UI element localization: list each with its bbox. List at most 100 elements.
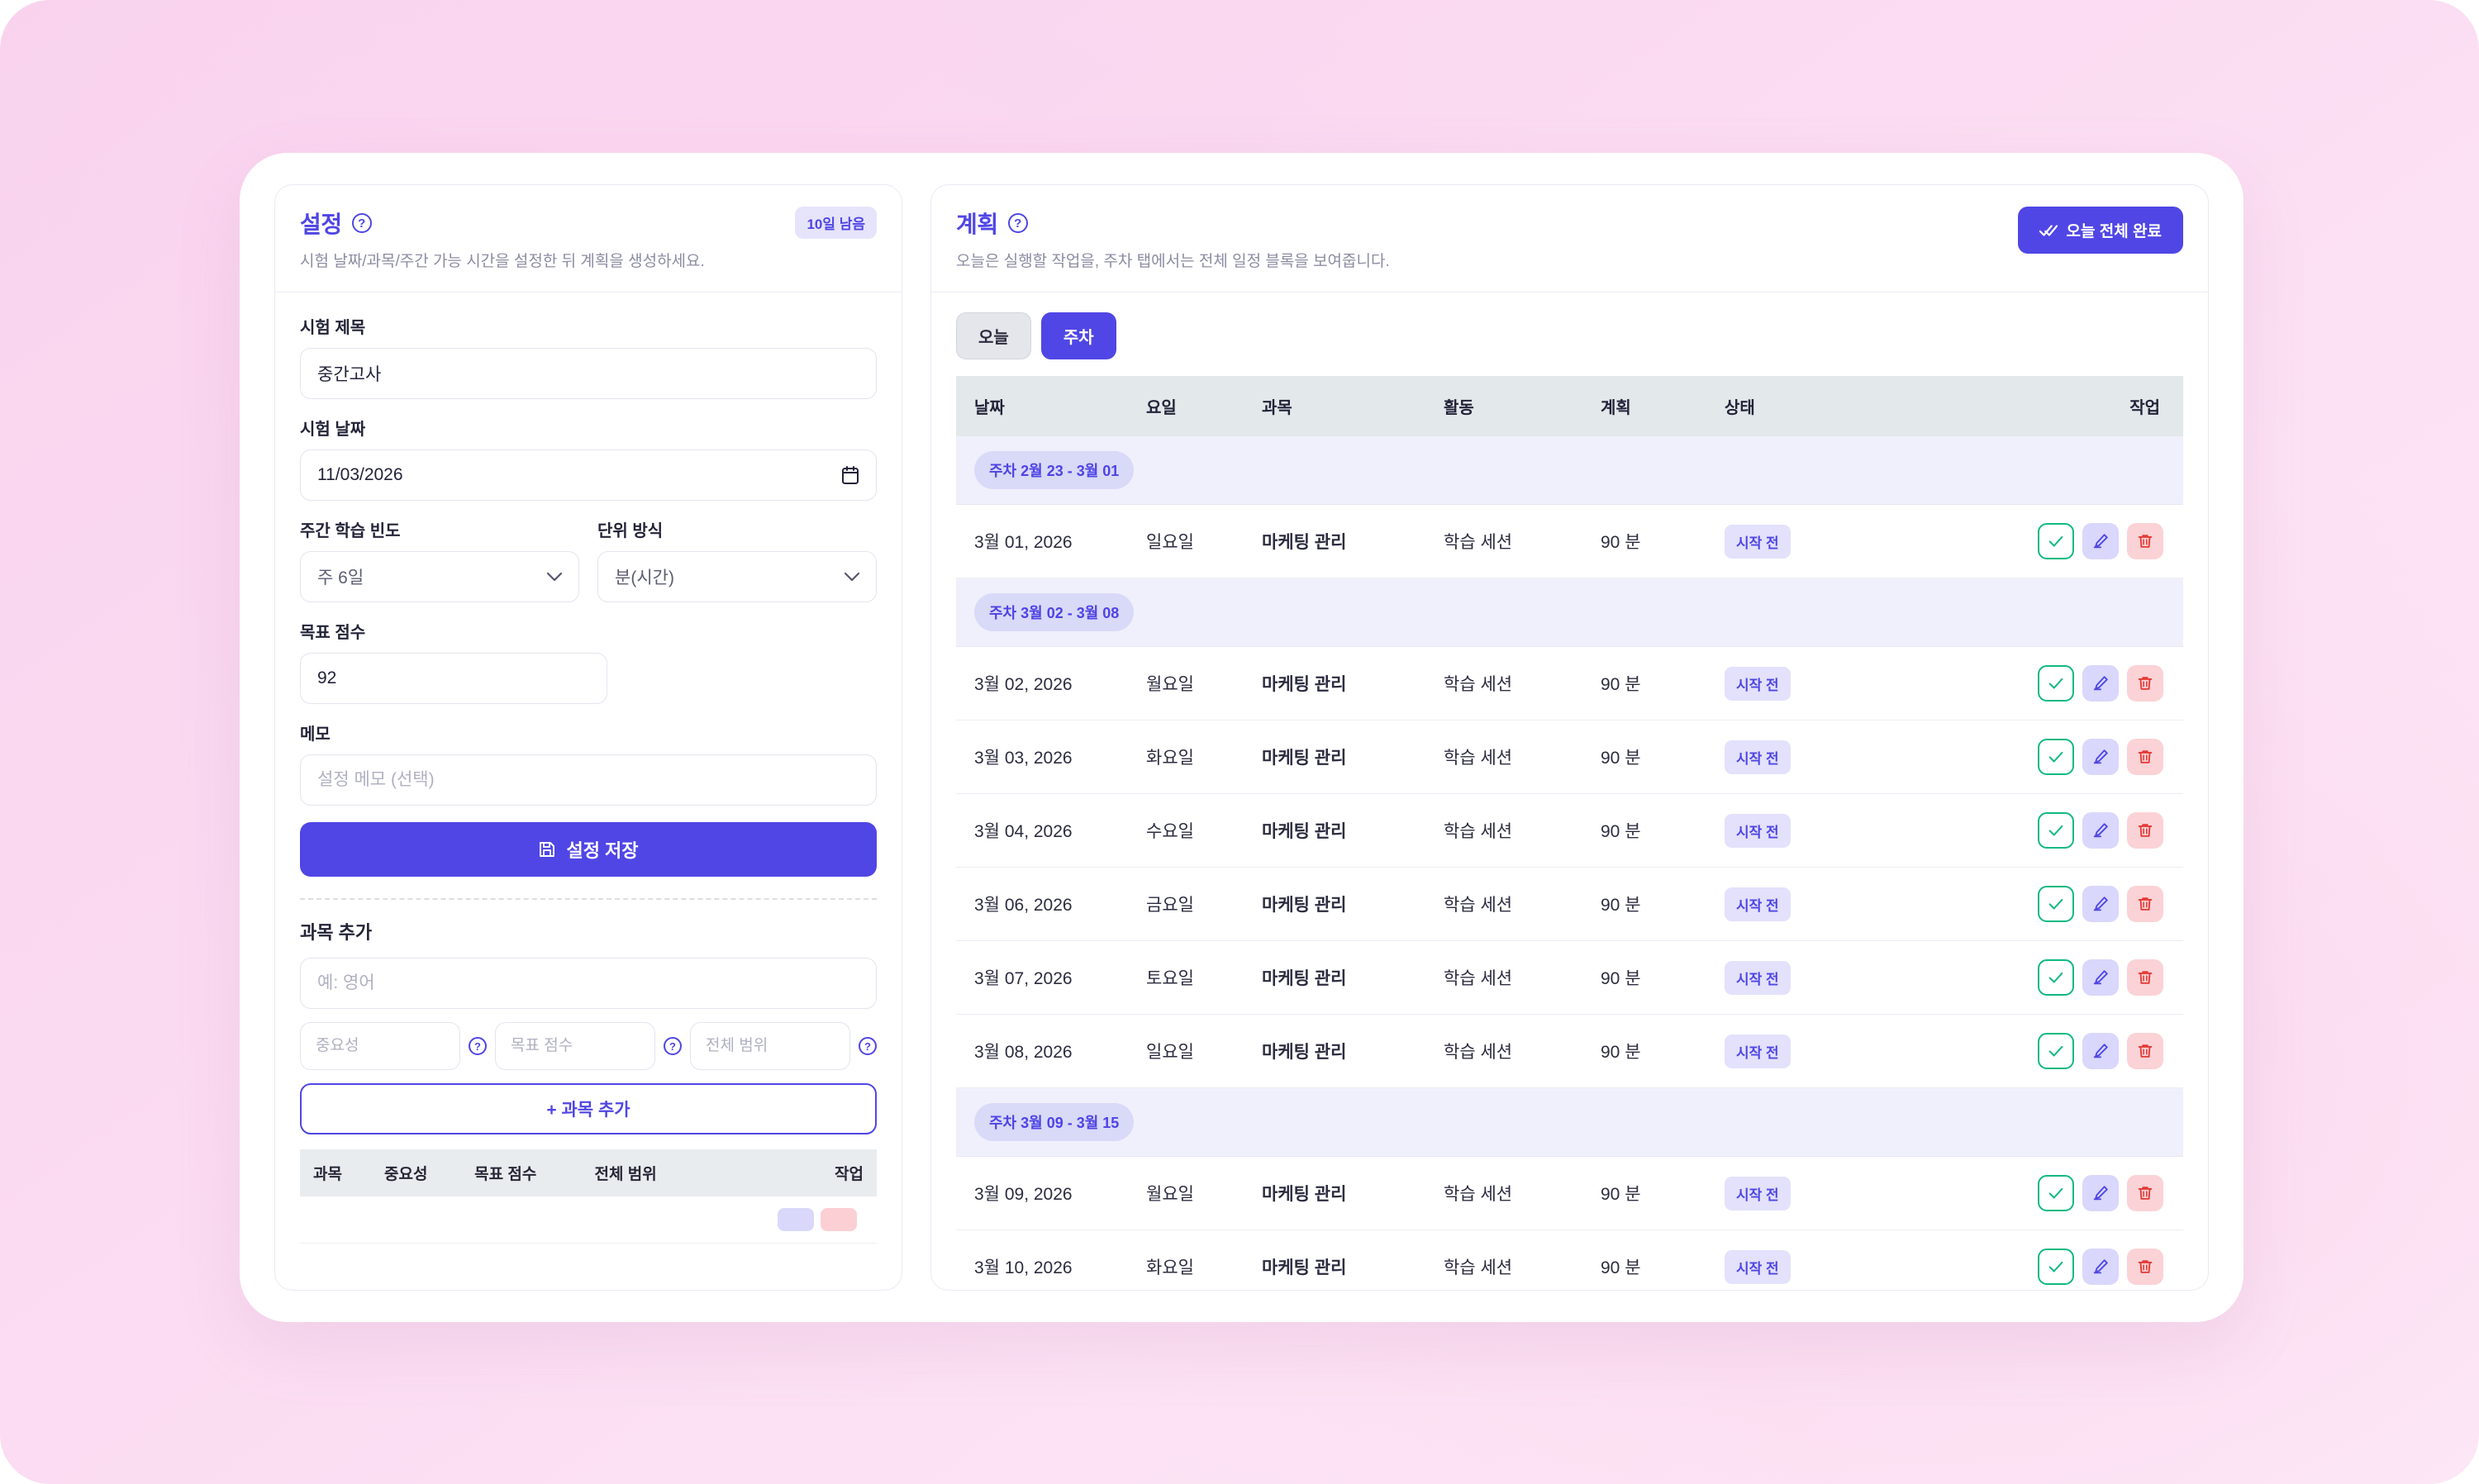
cell-dow: 일요일 (1138, 1014, 1254, 1089)
trash-icon (2138, 677, 2153, 691)
delete-row-button[interactable] (2127, 959, 2163, 996)
edit-row-button[interactable] (2082, 812, 2119, 849)
cell-dow: 일요일 (1138, 504, 1254, 579)
exam-date-input[interactable]: 11/03/2026 (300, 449, 877, 502)
mark-done-button[interactable] (2038, 739, 2074, 776)
cell-actions (1906, 1230, 2183, 1290)
mark-done-button[interactable] (2038, 1249, 2074, 1286)
calendar-icon[interactable] (841, 465, 859, 485)
plan-table-row[interactable]: 3월 09, 2026 월요일 마케팅 관리 학습 세션 90 분 시작 전 (956, 1156, 2183, 1231)
add-subject-button[interactable]: + 과목 추가 (300, 1083, 877, 1135)
cell-status: 시작 전 (1716, 720, 1906, 795)
save-settings-button[interactable]: 설정 저장 (300, 822, 877, 878)
edit-row-button[interactable] (2082, 1033, 2119, 1070)
edit-row-button[interactable] (2082, 665, 2119, 702)
status-badge: 시작 전 (1725, 740, 1791, 774)
pencil-edit-icon (2093, 1259, 2108, 1274)
edit-row-button[interactable] (2082, 523, 2119, 560)
subject-table-row[interactable] (300, 1196, 877, 1244)
question-circle-icon[interactable]: ? (469, 1037, 487, 1056)
cell-status: 시작 전 (1716, 793, 1906, 868)
trash-icon (2138, 971, 2153, 985)
cell-plan: 90 분 (1592, 1014, 1716, 1089)
mark-done-button[interactable] (2038, 665, 2074, 702)
cell-subject: 마케팅 관리 (1254, 867, 1435, 942)
plan-table-row[interactable]: 3월 06, 2026 금요일 마케팅 관리 학습 세션 90 분 시작 전 (956, 867, 2183, 942)
delete-row-button[interactable] (2127, 1249, 2163, 1286)
subject-importance-input[interactable] (300, 1022, 460, 1071)
tab-week[interactable]: 주차 (1040, 312, 1116, 360)
add-subject-title: 과목 추가 (300, 922, 373, 944)
cell-date: 3월 03, 2026 (956, 720, 1138, 795)
complete-all-today-label: 오늘 전체 완료 (2066, 223, 2162, 240)
target-score-input[interactable] (300, 653, 607, 705)
edit-row-button[interactable] (2082, 739, 2119, 776)
trash-icon[interactable] (821, 1208, 857, 1232)
subject-total-scope-input[interactable] (690, 1022, 850, 1071)
edit-row-button[interactable] (2082, 1249, 2119, 1286)
plan-table-row[interactable]: 3월 08, 2026 일요일 마케팅 관리 학습 세션 90 분 시작 전 (956, 1014, 2183, 1089)
status-badge: 시작 전 (1725, 960, 1791, 995)
question-circle-icon[interactable]: ? (859, 1037, 877, 1056)
unit-select[interactable]: 분(시간) (597, 551, 877, 603)
delete-row-button[interactable] (2127, 1033, 2163, 1070)
plan-table-row[interactable]: 3월 03, 2026 화요일 마케팅 관리 학습 세션 90 분 시작 전 (956, 720, 2183, 795)
question-circle-icon[interactable]: ? (664, 1037, 682, 1056)
frequency-field: 주간 학습 빈도 주 6일 (300, 517, 579, 603)
status-badge: 시작 전 (1725, 1249, 1791, 1284)
cell-status: 시작 전 (1716, 1014, 1906, 1089)
cell-date: 3월 09, 2026 (956, 1156, 1138, 1231)
mark-done-button[interactable] (2038, 812, 2074, 849)
plan-table-row[interactable]: 3월 01, 2026 일요일 마케팅 관리 학습 세션 90 분 시작 전 (956, 504, 2183, 579)
cell-activity: 학습 세션 (1435, 720, 1592, 795)
frequency-select[interactable]: 주 6일 (300, 551, 579, 603)
plan-tabs: 오늘 주차 (931, 293, 2208, 376)
pencil-edit-icon (2093, 749, 2108, 764)
mark-done-button[interactable] (2038, 886, 2074, 923)
cell-activity: 학습 세션 (1435, 1156, 1592, 1231)
cell-plan: 90 분 (1592, 720, 1716, 795)
edit-row-button[interactable] (2082, 959, 2119, 996)
mark-done-button[interactable] (2038, 523, 2074, 560)
subject-target-score-input[interactable] (495, 1022, 655, 1071)
delete-row-button[interactable] (2127, 523, 2163, 560)
plan-table-row[interactable]: 3월 10, 2026 화요일 마케팅 관리 학습 세션 90 분 시작 전 (956, 1230, 2183, 1290)
edit-row-button[interactable] (2082, 886, 2119, 923)
cell-actions (1906, 720, 2183, 795)
status-badge: 시작 전 (1725, 887, 1791, 921)
add-subject-label: + 과목 추가 (546, 1101, 630, 1120)
plan-title: 계획 (956, 212, 998, 237)
plan-col-actions: 작업 (1906, 376, 2183, 437)
delete-row-button[interactable] (2127, 886, 2163, 923)
subject-col-scope: 전체 범위 (588, 1149, 708, 1197)
plan-header: 계획 ? 오늘은 실행할 작업을, 주차 탭에서는 전체 일정 블록을 보여줍니… (931, 185, 2208, 293)
pencil-edit-icon (2093, 1186, 2108, 1201)
question-circle-icon[interactable]: ? (351, 213, 372, 233)
pencil-edit-icon[interactable] (778, 1208, 814, 1232)
memo-input[interactable] (300, 754, 877, 806)
mark-done-button[interactable] (2038, 1033, 2074, 1070)
subject-table-header-row: 과목 중요성 목표 점수 전체 범위 작업 (300, 1149, 877, 1197)
question-circle-icon[interactable]: ? (1007, 213, 1028, 233)
days-left-badge: 10일 남음 (795, 207, 877, 239)
plan-table-row[interactable]: 3월 02, 2026 월요일 마케팅 관리 학습 세션 90 분 시작 전 (956, 646, 2183, 721)
delete-row-button[interactable] (2127, 739, 2163, 776)
subject-name-input[interactable] (300, 958, 877, 1010)
plan-table-header-row: 날짜 요일 과목 활동 계획 상태 작업 (956, 376, 2183, 437)
check-icon (2048, 899, 2063, 910)
edit-row-button[interactable] (2082, 1175, 2119, 1212)
mark-done-button[interactable] (2038, 1175, 2074, 1212)
plan-table-row[interactable]: 3월 04, 2026 수요일 마케팅 관리 학습 세션 90 분 시작 전 (956, 793, 2183, 868)
exam-title-input[interactable] (300, 348, 877, 400)
delete-row-button[interactable] (2127, 812, 2163, 849)
tab-today[interactable]: 오늘 (956, 312, 1031, 360)
mark-done-button[interactable] (2038, 959, 2074, 996)
complete-all-today-button[interactable]: 오늘 전체 완료 (2017, 207, 2183, 254)
plan-table-row[interactable]: 3월 07, 2026 토요일 마케팅 관리 학습 세션 90 분 시작 전 (956, 940, 2183, 1015)
delete-row-button[interactable] (2127, 665, 2163, 702)
week-range-chip: 주차 3월 09 - 3월 15 (974, 1103, 1135, 1142)
settings-title: 설정 (300, 212, 342, 237)
cell-activity: 학습 세션 (1435, 867, 1592, 942)
plan-table-scroll[interactable]: 날짜 요일 과목 활동 계획 상태 작업 주차 2월 23 - 3월 01 3월 … (931, 376, 2208, 1290)
delete-row-button[interactable] (2127, 1175, 2163, 1212)
